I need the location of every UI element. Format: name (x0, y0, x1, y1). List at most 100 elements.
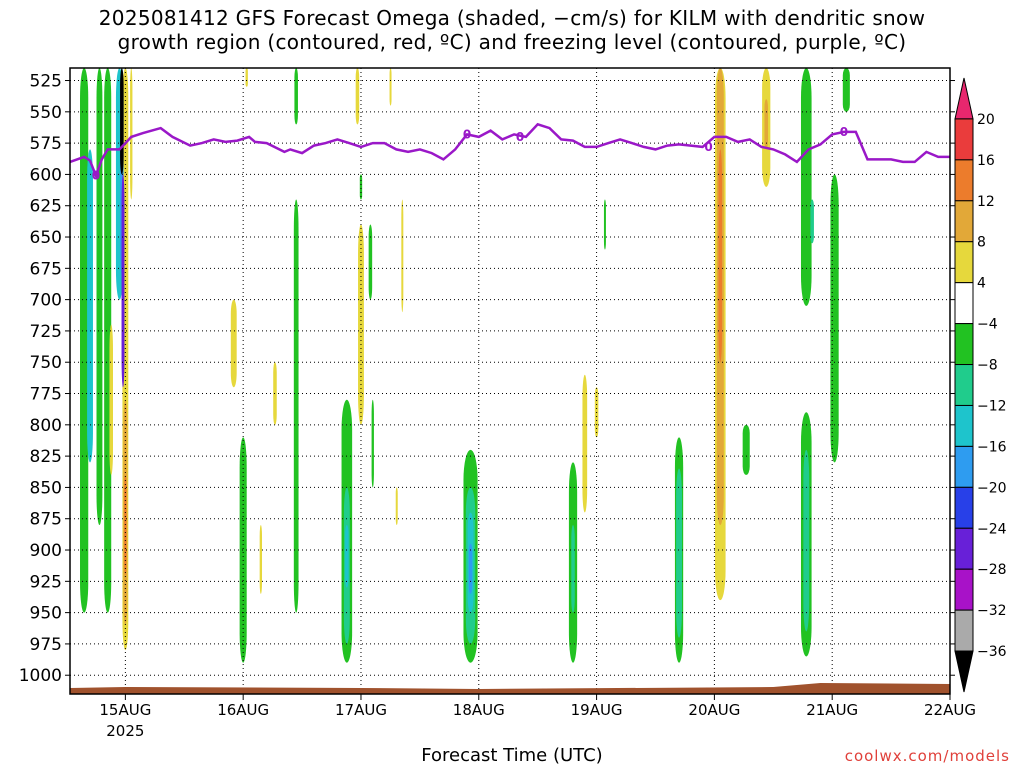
y-tick-label: 950 (30, 604, 62, 624)
omega-region-0 (80, 68, 89, 613)
freezing-level-label: 0 (840, 125, 848, 139)
y-tick-label: 675 (30, 259, 62, 279)
omega-region-18 (294, 68, 298, 125)
plot-area (70, 68, 950, 694)
x-axis-title: Forecast Time (UTC) (421, 745, 603, 766)
colorbar-label: −12 (977, 398, 1007, 414)
y-tick-label: 750 (30, 353, 62, 373)
omega-region-29 (389, 68, 392, 106)
colorbar-label: −24 (977, 521, 1007, 537)
plot-frame (69, 67, 951, 695)
freezing-level-label: 0 (516, 130, 524, 144)
omega-region-3 (104, 68, 112, 613)
colorbar-label: −16 (977, 439, 1007, 455)
x-tick-label: 20AUG (688, 701, 740, 719)
colorbar-label: −20 (977, 480, 1007, 496)
y-tick-label: 975 (30, 635, 62, 655)
y-tick-label: 1000 (19, 666, 62, 686)
omega-region-17 (293, 199, 299, 613)
omega-region-46 (764, 99, 768, 150)
omega-region-28 (395, 487, 398, 525)
y-tick-label: 900 (30, 541, 62, 561)
omega-region-52 (830, 174, 839, 463)
omega-region-34 (468, 543, 473, 594)
y-tick-label: 525 (30, 72, 62, 92)
colorbar-label: 20 (977, 112, 995, 128)
omega-region-41 (676, 468, 682, 638)
x-tick-label: 15AUG (99, 701, 151, 719)
y-tick-label: 600 (30, 165, 62, 185)
y-tick-label: 550 (30, 103, 62, 123)
y-tick-label: 775 (30, 385, 62, 405)
y-tick-label: 800 (30, 416, 62, 436)
colorbar-label: 12 (977, 194, 995, 210)
omega-region-44 (718, 149, 723, 363)
colorbar-cell (954, 527, 974, 570)
colorbar-cell (954, 323, 974, 366)
omega-region-24 (368, 224, 373, 300)
x-tick-label: 16AUG (217, 701, 269, 719)
freezing-level-label: 0 (463, 127, 471, 141)
colorbar-label: 16 (977, 153, 995, 169)
colorbar-label: −4 (977, 317, 998, 333)
y-tick-label: 575 (30, 134, 62, 154)
y-tick-label: 725 (30, 322, 62, 342)
colorbar-label: −36 (977, 644, 1007, 660)
omega-region-4 (109, 324, 113, 475)
omega-region-30 (359, 174, 363, 200)
colorbar-cell (954, 159, 974, 202)
x-tick-label: 21AUG (806, 701, 858, 719)
omega-region-36 (571, 524, 575, 613)
omega-region-37 (582, 374, 588, 513)
y-tick-label: 925 (30, 572, 62, 592)
y-tick-label: 825 (30, 447, 62, 467)
omega-region-19 (245, 68, 248, 87)
x-tick-label: 22AUG (924, 701, 976, 719)
y-tick-label: 625 (30, 197, 62, 217)
x-tick-label: 19AUG (571, 701, 623, 719)
colorbar-arrow-top (954, 77, 974, 120)
colorbar-cell (954, 445, 974, 488)
terrain-strip (70, 683, 950, 694)
omega-region-48 (810, 199, 814, 244)
y-tick-label: 850 (30, 478, 62, 498)
omega-region-16 (259, 524, 263, 594)
colorbar-cell (954, 200, 974, 243)
x-tick-label: 17AUG (335, 701, 387, 719)
omega-region-11 (120, 68, 124, 175)
colorbar-cell (954, 364, 974, 406)
omega-region-39 (603, 199, 606, 250)
omega-region-14 (230, 299, 237, 388)
colorbar-label: −32 (977, 603, 1007, 619)
omega-region-53 (842, 68, 850, 112)
omega-cross-section-chart: 0 0 0 0 0 525 550 575 600 625 650 675 700 725 750 775 80… (19, 67, 1007, 740)
freezing-level-label: 0 (704, 140, 712, 154)
chart-title: 2025081412 GFS Forecast Omega (shaded, −… (0, 6, 1024, 54)
omega-region-1 (87, 149, 93, 463)
freezing-level-line (69, 122, 950, 180)
y-tick-label: 875 (30, 510, 62, 530)
colorbar-cell (954, 118, 974, 161)
omega-region-50 (803, 449, 810, 632)
colorbar-cell (954, 568, 974, 611)
omega-region-26 (355, 68, 360, 125)
colorbar-cell (954, 486, 974, 529)
omega-region-22 (345, 524, 349, 588)
x-tick-year: 2025 (106, 722, 144, 740)
site-credit: coolwx.com/models (844, 747, 1010, 765)
omega-region-12 (130, 68, 133, 200)
colorbar-cell (954, 282, 974, 325)
omega-region-51 (742, 424, 750, 475)
colorbar-label: −28 (977, 562, 1007, 578)
colorbar-arrow-bottom (954, 650, 974, 693)
colorbar-cell (954, 404, 974, 447)
colorbar-label: 8 (977, 235, 986, 251)
omega-region-2 (96, 68, 103, 525)
y-tick-label: 700 (30, 291, 62, 311)
y-tick-label: 650 (30, 228, 62, 248)
colorbar-label: −8 (977, 358, 998, 374)
title-line-2: growth region (contoured, red, ºC) and f… (117, 30, 907, 54)
colorbar-cell (954, 609, 974, 652)
colorbar-label: 4 (977, 276, 986, 292)
omega-region-13 (239, 437, 247, 663)
